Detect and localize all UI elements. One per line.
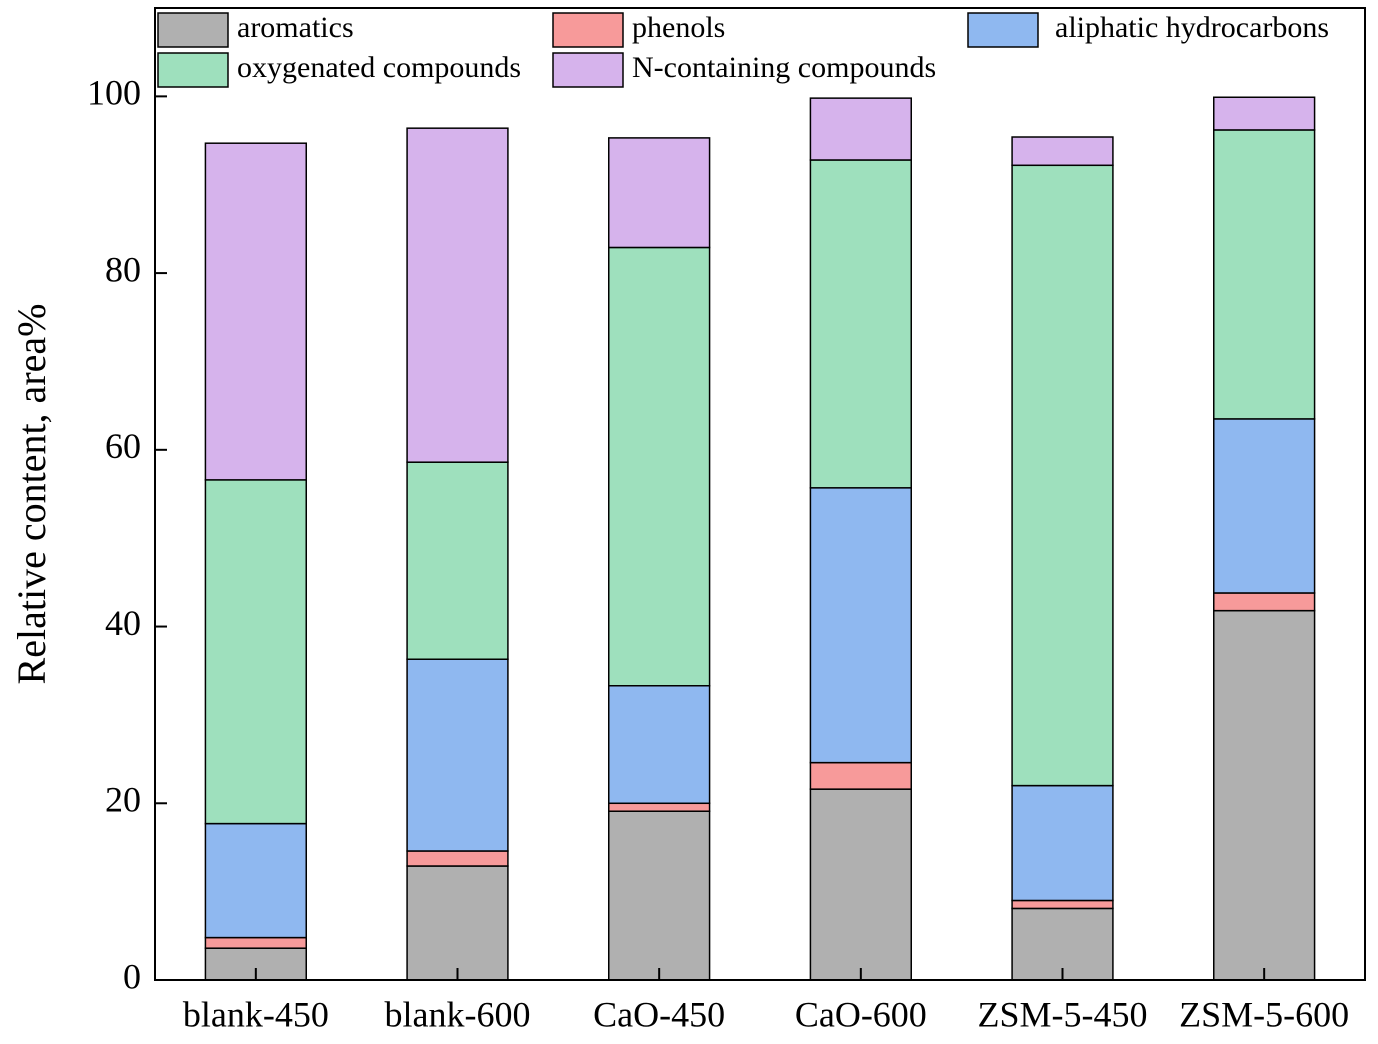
bar-segment	[406, 461, 509, 660]
y-tick-label: 20	[105, 780, 141, 820]
bar-segment	[1213, 96, 1316, 131]
bar-segment	[1213, 129, 1316, 420]
bar-segment	[204, 142, 308, 481]
bar-segment	[204, 936, 308, 949]
bar-segment	[1011, 784, 1114, 902]
bar-segment	[809, 159, 913, 489]
plot-frame	[154, 7, 1366, 981]
legend-label: phenols	[632, 11, 725, 44]
y-tick-label: 60	[105, 426, 141, 466]
bar-segment	[809, 788, 913, 981]
y-axis-label: Relative content, area%	[9, 304, 54, 685]
bar-segment	[406, 127, 509, 463]
bar-segment	[1213, 592, 1316, 612]
legend-swatch	[157, 12, 229, 48]
x-tick-label: ZSM-5-450	[978, 994, 1148, 1034]
bar-segment	[608, 810, 711, 981]
bar-segment	[809, 97, 913, 161]
bar-segment	[608, 802, 711, 812]
legend-swatch	[157, 52, 229, 88]
legend-swatch	[967, 12, 1039, 48]
legend-swatch	[552, 12, 624, 48]
bar-segment	[406, 658, 509, 852]
bar-segment	[204, 822, 308, 939]
y-tick-label: 100	[87, 73, 141, 113]
legend-swatch	[552, 52, 624, 88]
bar-segment	[1011, 136, 1114, 167]
x-tick-label: blank-600	[385, 994, 531, 1034]
bar-segment	[809, 761, 913, 790]
legend-label: aromatics	[237, 11, 354, 44]
bar-segment	[809, 487, 913, 764]
bar-segment	[406, 850, 509, 867]
bar-segment	[1011, 899, 1114, 910]
legend-label: aliphatic hydrocarbons	[1055, 11, 1329, 44]
x-tick-label: CaO-600	[795, 994, 927, 1034]
legend-label: oxygenated compounds	[237, 51, 521, 84]
legend-label: N-containing compounds	[632, 51, 936, 84]
bar-segment	[608, 137, 711, 249]
y-tick-label: 40	[105, 603, 141, 643]
y-tick-label: 0	[123, 956, 141, 996]
bar-segment	[1213, 418, 1316, 594]
y-tick-label: 80	[105, 249, 141, 289]
bar-segment	[608, 684, 711, 805]
bar-segment	[406, 865, 509, 981]
x-tick-label: ZSM-5-600	[1179, 994, 1349, 1034]
bar-segment	[204, 479, 308, 825]
bar-segment	[1011, 164, 1114, 787]
x-tick-label: blank-450	[183, 994, 329, 1034]
x-tick-label: CaO-450	[593, 994, 725, 1034]
bar-segment	[608, 246, 711, 687]
bar-segment	[1213, 609, 1316, 981]
